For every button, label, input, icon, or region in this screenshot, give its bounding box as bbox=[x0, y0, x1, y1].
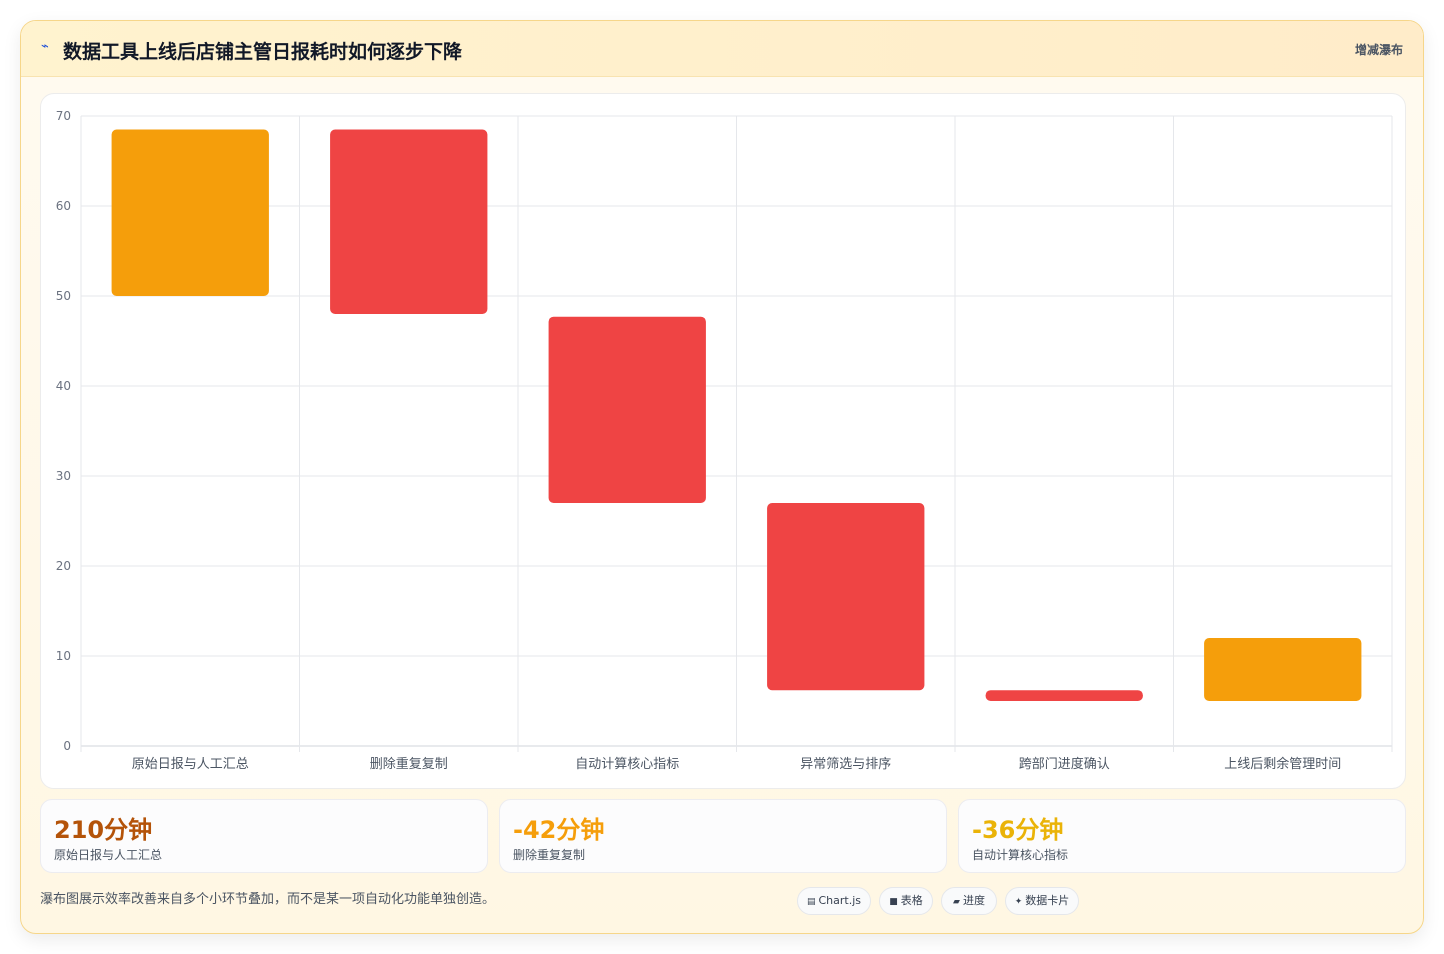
card-icon: ✦ bbox=[1015, 897, 1023, 907]
stat-cards: 210分钟 原始日报与人工汇总 -42分钟 删除重复复制 -36分钟 自动计算核… bbox=[40, 799, 1406, 873]
chip-progress[interactable]: ▰ 进度 bbox=[941, 887, 997, 915]
stat-label: 自动计算核心指标 bbox=[972, 846, 1068, 863]
chip-label: 数据卡片 bbox=[1025, 894, 1069, 907]
y-tick-label: 30 bbox=[56, 469, 71, 483]
chart-type-tag: 增减瀑布 bbox=[1355, 41, 1403, 58]
waterfall-bar bbox=[112, 130, 269, 297]
waterfall-bar bbox=[1204, 638, 1361, 701]
y-tick-label: 50 bbox=[56, 289, 71, 303]
table-icon: ■ bbox=[889, 897, 898, 907]
stat-label: 原始日报与人工汇总 bbox=[54, 846, 162, 863]
y-tick-label: 40 bbox=[56, 379, 71, 393]
y-tick-label: 0 bbox=[63, 739, 71, 753]
chip-data-card[interactable]: ✦ 数据卡片 bbox=[1005, 887, 1079, 915]
waterfall-bar bbox=[986, 690, 1143, 701]
footnote: 瀑布图展示效率改善来自多个小环节叠加，而不是某一项自动化功能单独创造。 bbox=[40, 888, 495, 907]
stat-card-2: -36分钟 自动计算核心指标 bbox=[958, 799, 1406, 873]
card-header: ⌁ 数据工具上线后店铺主管日报耗时如何逐步下降 增减瀑布 bbox=[21, 21, 1423, 77]
waterfall-bar bbox=[330, 130, 487, 315]
dashboard-card: ⌁ 数据工具上线后店铺主管日报耗时如何逐步下降 增减瀑布 0 10 20 30 40 50… bbox=[20, 20, 1424, 934]
x-tick-label: 跨部门进度确认 bbox=[1019, 756, 1110, 772]
progress-icon: ▰ bbox=[953, 897, 960, 907]
chip-label: 表格 bbox=[901, 894, 923, 907]
x-tick-label: 自动计算核心指标 bbox=[575, 757, 679, 772]
chart-panel: 0 10 20 30 40 50 60 70 原始日报与人工汇总 删除重复复制 自动计算核心指标 异常… bbox=[40, 93, 1406, 789]
chip-table[interactable]: ■ 表格 bbox=[879, 887, 933, 915]
stat-value: 210分钟 bbox=[54, 810, 152, 845]
chart-icon: ▤ bbox=[807, 897, 816, 907]
waterfall-bar bbox=[549, 317, 706, 503]
waterfall-chart: 0 10 20 30 40 50 60 70 原始日报与人工汇总 删除重复复制 自动计算核心指标 异常… bbox=[41, 94, 1407, 790]
chip-chartjs[interactable]: ▤ Chart.js bbox=[797, 887, 871, 915]
stat-card-0: 210分钟 原始日报与人工汇总 bbox=[40, 799, 488, 873]
x-tick-label: 异常筛选与排序 bbox=[800, 757, 891, 772]
stat-card-1: -42分钟 删除重复复制 bbox=[499, 799, 947, 873]
y-tick-label: 20 bbox=[56, 559, 71, 573]
y-tick-label: 10 bbox=[56, 649, 71, 663]
x-tick-label: 原始日报与人工汇总 bbox=[132, 757, 249, 772]
trend-icon: ⌁ bbox=[41, 39, 57, 55]
stat-value: -42分钟 bbox=[513, 810, 604, 845]
x-tick-label: 上线后剩余管理时间 bbox=[1224, 756, 1341, 772]
waterfall-bar bbox=[767, 503, 924, 690]
y-tick-label: 70 bbox=[56, 109, 71, 123]
y-tick-label: 60 bbox=[56, 199, 71, 213]
stat-value: -36分钟 bbox=[972, 810, 1063, 845]
chip-label: 进度 bbox=[963, 894, 985, 907]
chip-label: Chart.js bbox=[819, 894, 862, 907]
stat-label: 删除重复复制 bbox=[513, 846, 585, 863]
x-tick-label: 删除重复复制 bbox=[370, 756, 448, 772]
page-title: 数据工具上线后店铺主管日报耗时如何逐步下降 bbox=[63, 37, 462, 64]
